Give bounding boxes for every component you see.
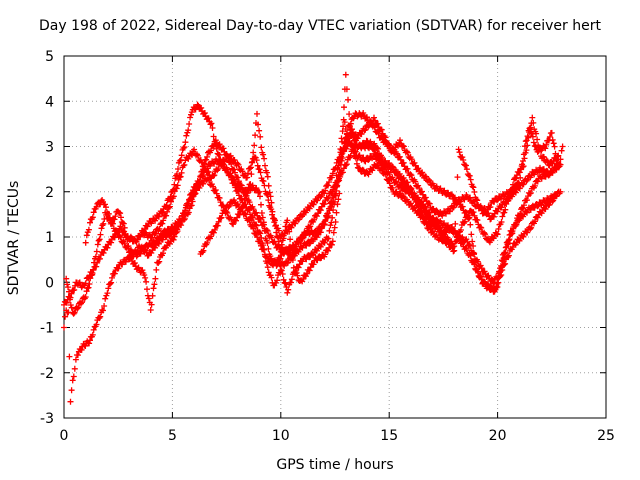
y-tick-label: 4: [45, 94, 54, 110]
data-series-track-6: [197, 114, 562, 269]
y-tick-label: 0: [45, 275, 54, 291]
x-tick-label: 20: [489, 428, 507, 444]
x-tick-label: 5: [168, 428, 177, 444]
x-tick-label: 15: [380, 428, 398, 444]
chart-title: Day 198 of 2022, Sidereal Day-to-day VTE…: [39, 18, 601, 34]
x-tick-labels: 0 5 10 15 20 25: [60, 428, 615, 444]
y-tick-label: 5: [45, 49, 54, 65]
y-tick-label: -3: [40, 411, 54, 427]
y-axis-label: SDTVAR / TECUs: [6, 180, 22, 296]
data-series-track-3: [63, 116, 564, 317]
y-tick-label: 1: [45, 230, 54, 246]
y-tick-label: -2: [40, 366, 54, 382]
y-tick-label: -1: [40, 321, 54, 337]
y-tick-labels: -3 -2 -1 0 1 2 3 4 5: [40, 49, 54, 427]
y-tick-label: 2: [45, 185, 54, 201]
x-axis-label: GPS time / hours: [276, 457, 394, 473]
data-series-track-5: [126, 126, 566, 250]
data-points: [61, 71, 566, 405]
x-tick-label: 0: [60, 428, 69, 444]
data-series-track-4: [82, 71, 560, 295]
axis-ticks: [63, 55, 607, 419]
y-tick-label: 3: [45, 140, 54, 156]
x-tick-label: 25: [597, 428, 615, 444]
x-tick-label: 10: [272, 428, 290, 444]
